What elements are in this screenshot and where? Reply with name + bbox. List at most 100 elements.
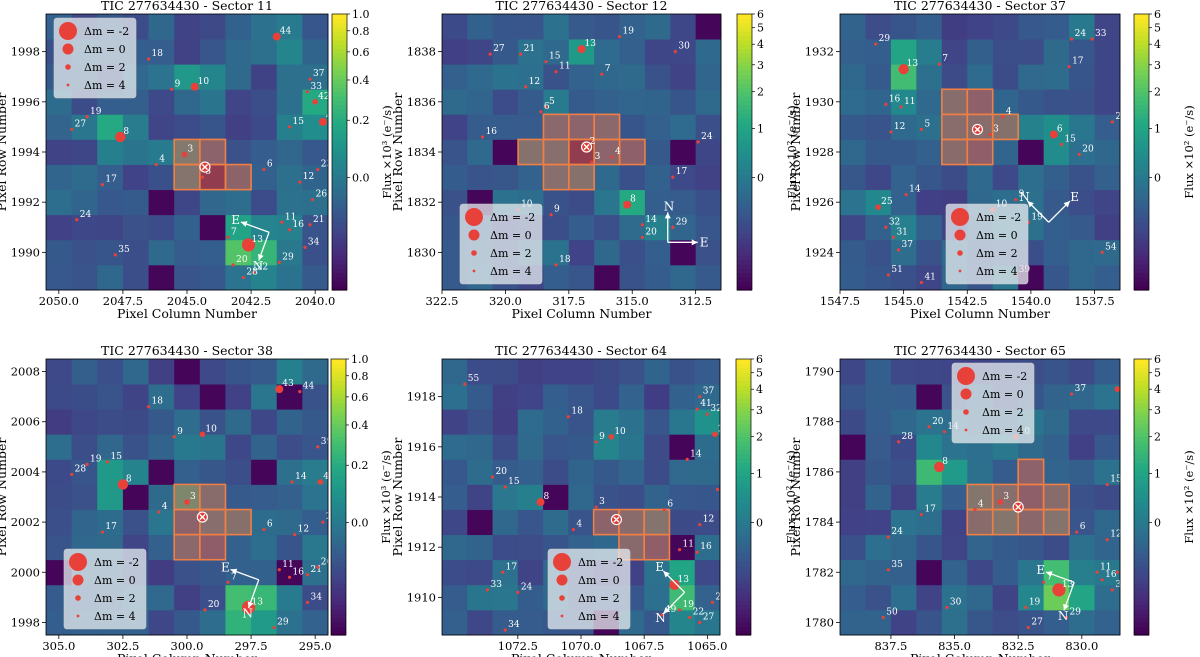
colorbar-tick-label: 6 [1154,353,1161,366]
pixel-cell [148,409,175,435]
star-marker [298,180,302,184]
legend-marker [72,574,84,586]
pixel-cell [644,359,670,385]
aperture-pixel [1017,458,1045,486]
pixel-cell [122,189,149,216]
star-marker [1110,120,1114,124]
star-label: 44 [280,27,292,37]
aperture-pixel [542,163,570,191]
pixel-cell [992,89,1019,115]
legend: Δm = -2 Δm = 0 Δm = 2 Δm = 4 [459,203,543,285]
pixel-cell [1069,509,1095,536]
pixel-cell [122,409,149,435]
y-tick-label: 2000 [11,565,40,579]
star-marker [100,530,104,534]
colorbar-tick-label: 1.0 [352,8,370,21]
star-label: 15 [549,52,561,62]
pixel-cell [174,434,201,460]
star-label: 7 [231,572,237,582]
pixel-cell [46,384,73,410]
star-label: 11 [285,212,296,222]
pixel-cell [618,509,645,536]
star-label: 22 [693,607,704,617]
aperture-pixel [542,113,570,141]
pixel-cell [1069,239,1095,266]
pixel-cell [865,89,892,115]
star-label: 21 [313,215,324,225]
pixel-cell [467,509,493,536]
pixel-cell [492,359,519,385]
pixel-cell [1018,164,1045,191]
y-tick-label: 1918 [407,390,436,404]
panel-5: 3468910111214151617181920222324252729323… [390,343,798,657]
pixel-cell [644,189,671,216]
star-label: 29 [277,617,289,627]
pixel-cell [148,584,175,611]
star-label: 4 [1006,107,1012,117]
pixel-cell [644,484,670,510]
pixel-cell [97,384,124,410]
pixel-cell [1094,509,1121,536]
star-marker [695,550,699,554]
y-tick-label: 1780 [805,615,834,629]
star-marker [712,431,718,438]
star-label: 15 [1110,474,1122,484]
pixel-cell [97,434,124,460]
x-tick-label: 1072.5 [498,639,538,653]
pixel-cell [594,114,620,140]
pixel-cell [46,264,73,291]
pixel-cell [669,534,696,561]
gaia-sources: 3467810111213141516171920242627282930343… [881,379,1132,630]
pixel-cell [97,239,124,266]
star-label: 18 [571,407,583,417]
pixel-cell [992,139,1019,165]
x-tick-label: 2050.0 [39,294,79,308]
star-marker [671,175,675,179]
pixel-cell [865,359,892,385]
pixel-cell [644,14,671,40]
star-marker [488,52,492,56]
star-marker [934,461,945,473]
pixel-cell [865,189,892,216]
star-marker [660,613,664,617]
pixel-cell [174,189,201,216]
pixel-cell [174,114,201,140]
pixel-cell [890,139,917,165]
star-marker [1059,142,1064,147]
pixel-cell [1018,14,1045,40]
pixel-cell [97,484,124,510]
pixel-cell [302,64,329,90]
pixel-cell [594,239,620,266]
pixel-cell [71,239,98,266]
pixel-cell [890,264,917,291]
star-marker [262,167,266,172]
star-marker [544,60,548,64]
colorbar-tick-label: 1 [1154,123,1161,136]
pixel-cell [669,384,696,410]
star-label: 16 [700,542,712,552]
legend-marker [963,409,969,415]
pixel-cell [251,89,278,115]
legend-label: Δm = 4 [84,79,126,92]
pixel-cell [644,239,671,266]
pixel-cell [618,384,645,410]
star-label: 17 [105,175,117,185]
aperture-pixel [224,163,252,191]
star-label: 37 [1075,384,1087,394]
compass-e: E [1036,563,1045,577]
pixel-cell [619,114,646,140]
star-marker [1064,615,1069,620]
star-marker [617,34,622,39]
y-tick-label: 1834 [407,145,436,159]
star-label: 34 [1115,580,1127,590]
axes-frame [839,358,1121,636]
legend-label: Δm = 0 [976,229,1018,242]
pixel-cell [890,559,917,586]
star-marker [594,505,598,509]
star-label: 14 [909,185,921,195]
star-label: 4 [576,520,582,530]
star-label: 7 [605,64,611,74]
